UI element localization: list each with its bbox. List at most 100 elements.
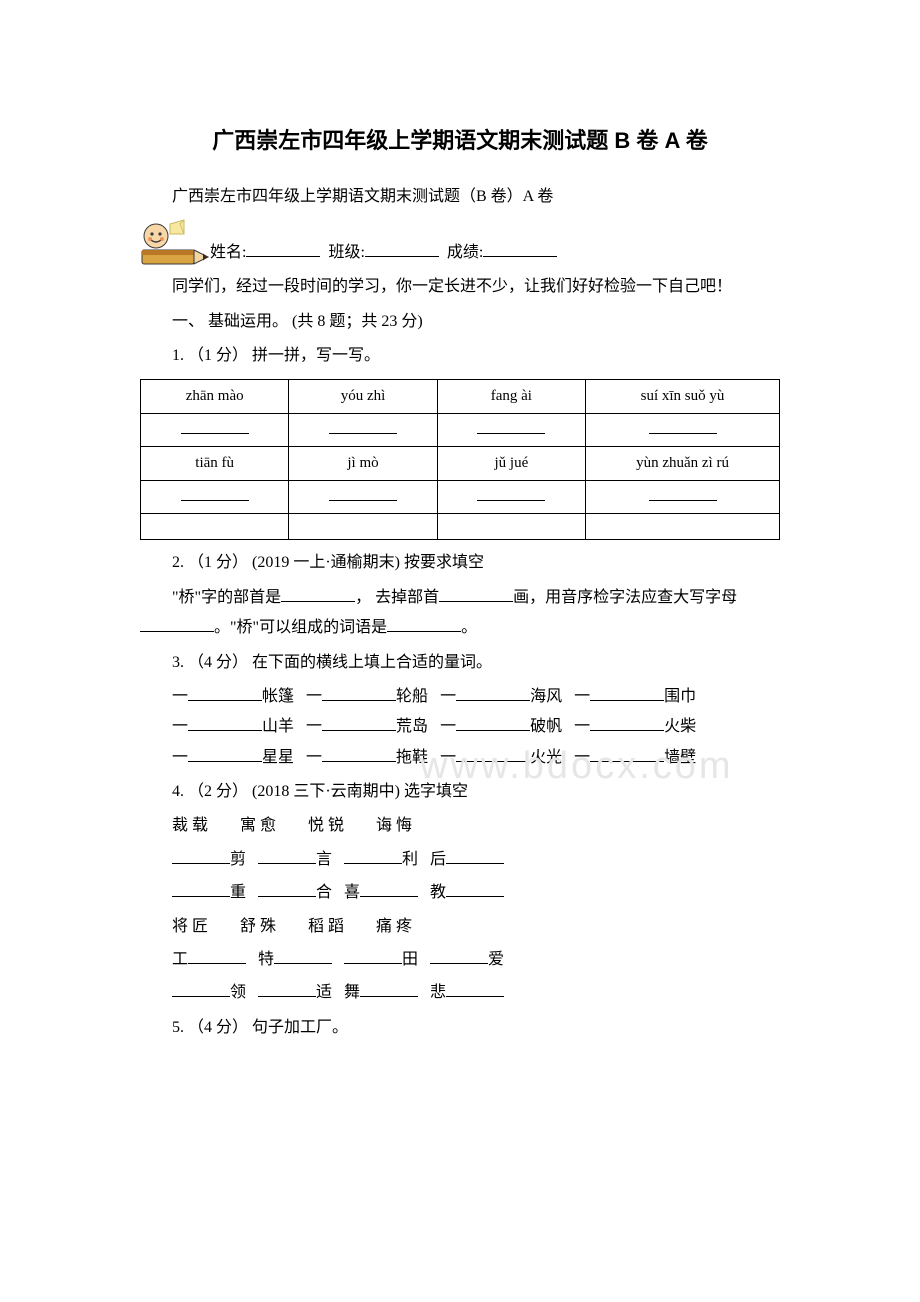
q2-blank[interactable]: [439, 584, 513, 602]
q4-word: 剪: [230, 851, 246, 868]
q4-row: 领 适 舞 悲: [140, 978, 780, 1008]
q3-word: 火柴: [664, 718, 696, 735]
q3-blank[interactable]: [188, 683, 262, 701]
section-1-heading: 一、 基础运用。 (共 8 题；共 23 分): [140, 307, 780, 337]
q4-word: 合: [316, 884, 332, 901]
write-cell[interactable]: [289, 480, 437, 514]
q4-blank[interactable]: [172, 880, 230, 898]
q4-word: 言: [316, 851, 332, 868]
q2-blank[interactable]: [140, 615, 214, 633]
q4-blank[interactable]: [258, 846, 316, 864]
write-cell[interactable]: [586, 413, 780, 447]
q2-part: "桥"字的部首是: [172, 589, 281, 606]
score-label: 成绩:: [447, 244, 483, 261]
encouragement-text: 同学们，经过一段时间的学习，你一定长进不少，让我们好好检验一下自己吧！: [140, 272, 780, 302]
q4-word: 田: [402, 951, 418, 968]
q2-part: 画，用音序检字法应查大写字母: [513, 589, 737, 606]
q2-part: 。"桥"可以组成的词语是: [214, 619, 387, 636]
q4-blank[interactable]: [258, 980, 316, 998]
q3-blank[interactable]: [322, 744, 396, 762]
q3-blank[interactable]: [456, 683, 530, 701]
q3-blank[interactable]: [322, 683, 396, 701]
write-cell[interactable]: [141, 480, 289, 514]
q3-lead: 一: [172, 718, 188, 735]
write-cell[interactable]: [437, 413, 585, 447]
q4-word: 适: [316, 984, 332, 1001]
q4-blank[interactable]: [446, 846, 504, 864]
q2-part: 。: [461, 619, 477, 636]
q4-blank[interactable]: [172, 980, 230, 998]
pinyin-cell: zhān mào: [141, 380, 289, 414]
q4-blank[interactable]: [344, 946, 402, 964]
pinyin-table: zhān mào yóu zhì fang ài suí xīn suǒ yù …: [140, 379, 780, 540]
q4-word: 爱: [488, 951, 504, 968]
q4-blank[interactable]: [360, 880, 418, 898]
q3-word: 轮船: [396, 688, 428, 705]
q3-blank[interactable]: [456, 744, 530, 762]
q2-text: 2. （1 分） (2019 一上·通榆期末) 按要求填空: [140, 548, 780, 578]
write-cell[interactable]: [437, 480, 585, 514]
q4-pairs: 将 匠 舒 殊 稻 蹈 痛 疼: [140, 912, 780, 942]
q3-word: 破帆: [530, 718, 562, 735]
q2-blank[interactable]: [281, 584, 355, 602]
pinyin-cell: tiān fù: [141, 447, 289, 481]
q4-blank[interactable]: [172, 846, 230, 864]
q4-blank[interactable]: [274, 946, 332, 964]
q4-blank[interactable]: [258, 880, 316, 898]
empty-cell: [586, 514, 780, 540]
q3-lead: 一: [574, 718, 590, 735]
pinyin-cell: fang ài: [437, 380, 585, 414]
q3-word: 墙壁: [664, 749, 696, 766]
doc-subtitle: 广西崇左市四年级上学期语文期末测试题（B 卷）A 卷: [140, 182, 780, 212]
q3-lead: 一: [440, 688, 456, 705]
pinyin-cell: jì mò: [289, 447, 437, 481]
q5-text: 5. （4 分） 句子加工厂。: [140, 1013, 780, 1043]
q4-word: 舞: [344, 984, 360, 1001]
q4-row: 重 合 喜 教: [140, 878, 780, 908]
q3-blank[interactable]: [590, 744, 664, 762]
q4-word: 喜: [344, 884, 360, 901]
q4-blank[interactable]: [360, 980, 418, 998]
q1-text: 1. （1 分） 拼一拼，写一写。: [140, 341, 780, 371]
q3-blank[interactable]: [322, 714, 396, 732]
q3-lead: 一: [306, 688, 322, 705]
q3-word: 海风: [530, 688, 562, 705]
q4-blank[interactable]: [446, 980, 504, 998]
empty-cell: [437, 514, 585, 540]
q3-lead: 一: [306, 718, 322, 735]
q4-row: 剪 言 利 后: [140, 845, 780, 875]
q3-lead: 一: [440, 749, 456, 766]
q3-word: 拖鞋: [396, 749, 428, 766]
q4-word: 工: [172, 951, 188, 968]
q4-blank[interactable]: [446, 880, 504, 898]
name-blank[interactable]: [246, 239, 320, 257]
class-blank[interactable]: [365, 239, 439, 257]
q4-text: 4. （2 分） (2018 三下·云南期中) 选字填空: [140, 777, 780, 807]
score-blank[interactable]: [483, 239, 557, 257]
q3-row: 一帐篷 一轮船 一海风 一围巾: [140, 682, 780, 712]
q3-lead: 一: [574, 688, 590, 705]
q4-word: 重: [230, 884, 246, 901]
q3-blank[interactable]: [188, 744, 262, 762]
q4-pairs: 裁 载 寓 愈 悦 锐 诲 悔: [140, 811, 780, 841]
q4-row: 工 特 田 爱: [140, 945, 780, 975]
class-label: 班级:: [328, 244, 364, 261]
q3-lead: 一: [574, 749, 590, 766]
q3-blank[interactable]: [590, 683, 664, 701]
pinyin-cell: jǔ jué: [437, 447, 585, 481]
write-cell[interactable]: [141, 413, 289, 447]
q3-lead: 一: [440, 718, 456, 735]
q3-lead: 一: [172, 749, 188, 766]
q3-text: 3. （4 分） 在下面的横线上填上合适的量词。: [140, 648, 780, 678]
q4-blank[interactable]: [430, 946, 488, 964]
q3-word: 星星: [262, 749, 294, 766]
pencil-icon: [140, 216, 210, 268]
q3-blank[interactable]: [456, 714, 530, 732]
q3-blank[interactable]: [590, 714, 664, 732]
q4-blank[interactable]: [188, 946, 246, 964]
write-cell[interactable]: [586, 480, 780, 514]
q4-blank[interactable]: [344, 846, 402, 864]
q2-blank[interactable]: [387, 615, 461, 633]
write-cell[interactable]: [289, 413, 437, 447]
q3-blank[interactable]: [188, 714, 262, 732]
